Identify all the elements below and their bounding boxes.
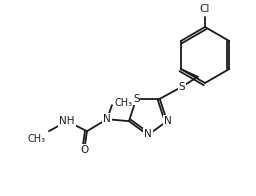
Text: N: N <box>164 116 172 126</box>
Text: N: N <box>144 129 152 139</box>
Text: S: S <box>178 82 185 92</box>
Text: NH: NH <box>59 116 75 126</box>
Text: CH₃: CH₃ <box>115 98 133 108</box>
Text: N: N <box>103 114 111 124</box>
Text: CH₃: CH₃ <box>28 134 46 144</box>
Text: O: O <box>81 145 89 155</box>
Text: S: S <box>133 94 140 104</box>
Text: Cl: Cl <box>200 4 210 14</box>
